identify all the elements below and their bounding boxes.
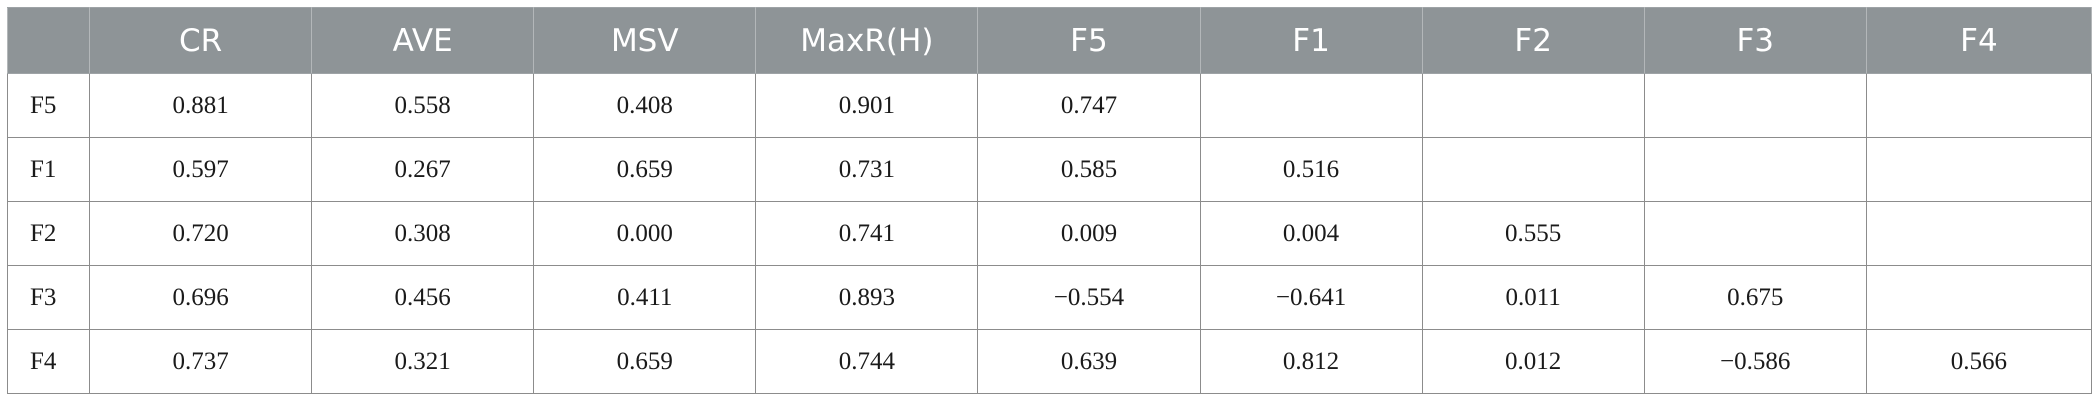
header-f2: F2 (1421, 7, 1645, 74)
table-cell: −0.554 (977, 265, 1201, 330)
table-cell: 0.456 (311, 265, 535, 330)
row-label: F5 (6, 73, 91, 138)
table-cell: 0.744 (755, 329, 979, 394)
table-cell: 0.741 (755, 201, 979, 266)
table-cell: 0.731 (755, 137, 979, 202)
table-cell: 0.408 (533, 73, 757, 138)
table-cell: 0.321 (311, 329, 535, 394)
row-label: F3 (6, 265, 91, 330)
table-cell: 0.901 (755, 73, 979, 138)
header-cr: CR (89, 7, 313, 74)
table-cell: 0.737 (89, 329, 313, 394)
row-label: F1 (6, 137, 91, 202)
table-cell: 0.893 (755, 265, 979, 330)
table-cell: 0.009 (977, 201, 1201, 266)
table-cell: 0.659 (533, 137, 757, 202)
table-cell: 0.555 (1421, 201, 1645, 266)
table-cell: 0.881 (89, 73, 313, 138)
table-cell: 0.597 (89, 137, 313, 202)
header-corner-cell (6, 7, 91, 74)
header-maxrh: MaxR(H) (755, 7, 979, 74)
table-cell: 0.639 (977, 329, 1201, 394)
table-cell (1199, 73, 1423, 138)
header-ave: AVE (311, 7, 535, 74)
table-cell: 0.659 (533, 329, 757, 394)
table-cell (1865, 137, 2093, 202)
table-row: F2 0.720 0.308 0.000 0.741 0.009 0.004 0… (6, 201, 2093, 266)
table-cell: 0.696 (89, 265, 313, 330)
table-cell: 0.558 (311, 73, 535, 138)
table-cell (1865, 201, 2093, 266)
table-cell: −0.586 (1643, 329, 1867, 394)
table-row: F5 0.881 0.558 0.408 0.901 0.747 (6, 73, 2093, 138)
table-row: F4 0.737 0.321 0.659 0.744 0.639 0.812 0… (6, 329, 2093, 394)
header-f1: F1 (1199, 7, 1423, 74)
table-cell (1865, 265, 2093, 330)
header-msv: MSV (533, 7, 757, 74)
table-cell (1643, 137, 1867, 202)
table-cell: 0.004 (1199, 201, 1423, 266)
validity-table-container: CR AVE MSV MaxR(H) F5 F1 F2 F3 F4 F5 0.8… (6, 7, 2093, 403)
table-cell: 0.566 (1865, 329, 2093, 394)
table-cell: 0.675 (1643, 265, 1867, 330)
table-row: F1 0.597 0.267 0.659 0.731 0.585 0.516 (6, 137, 2093, 202)
table-cell: 0.747 (977, 73, 1201, 138)
table-header-row: CR AVE MSV MaxR(H) F5 F1 F2 F3 F4 (6, 7, 2093, 74)
table-cell (1643, 73, 1867, 138)
table-cell: 0.812 (1199, 329, 1423, 394)
table-cell (1421, 73, 1645, 138)
table-row: F3 0.696 0.456 0.411 0.893 −0.554 −0.641… (6, 265, 2093, 330)
table-cell: 0.267 (311, 137, 535, 202)
table-cell: −0.641 (1199, 265, 1423, 330)
row-label: F4 (6, 329, 91, 394)
table-cell: 0.411 (533, 265, 757, 330)
header-f3: F3 (1643, 7, 1867, 74)
validity-table: CR AVE MSV MaxR(H) F5 F1 F2 F3 F4 F5 0.8… (6, 7, 2093, 394)
table-cell: 0.000 (533, 201, 757, 266)
table-cell (1865, 73, 2093, 138)
table-cell (1643, 201, 1867, 266)
table-cell: 0.011 (1421, 265, 1645, 330)
header-f5: F5 (977, 7, 1201, 74)
header-f4: F4 (1865, 7, 2093, 74)
table-cell: 0.012 (1421, 329, 1645, 394)
row-label: F2 (6, 201, 91, 266)
table-cell: 0.585 (977, 137, 1201, 202)
table-cell: 0.720 (89, 201, 313, 266)
table-cell: 0.516 (1199, 137, 1423, 202)
table-cell (1421, 137, 1645, 202)
table-cell: 0.308 (311, 201, 535, 266)
